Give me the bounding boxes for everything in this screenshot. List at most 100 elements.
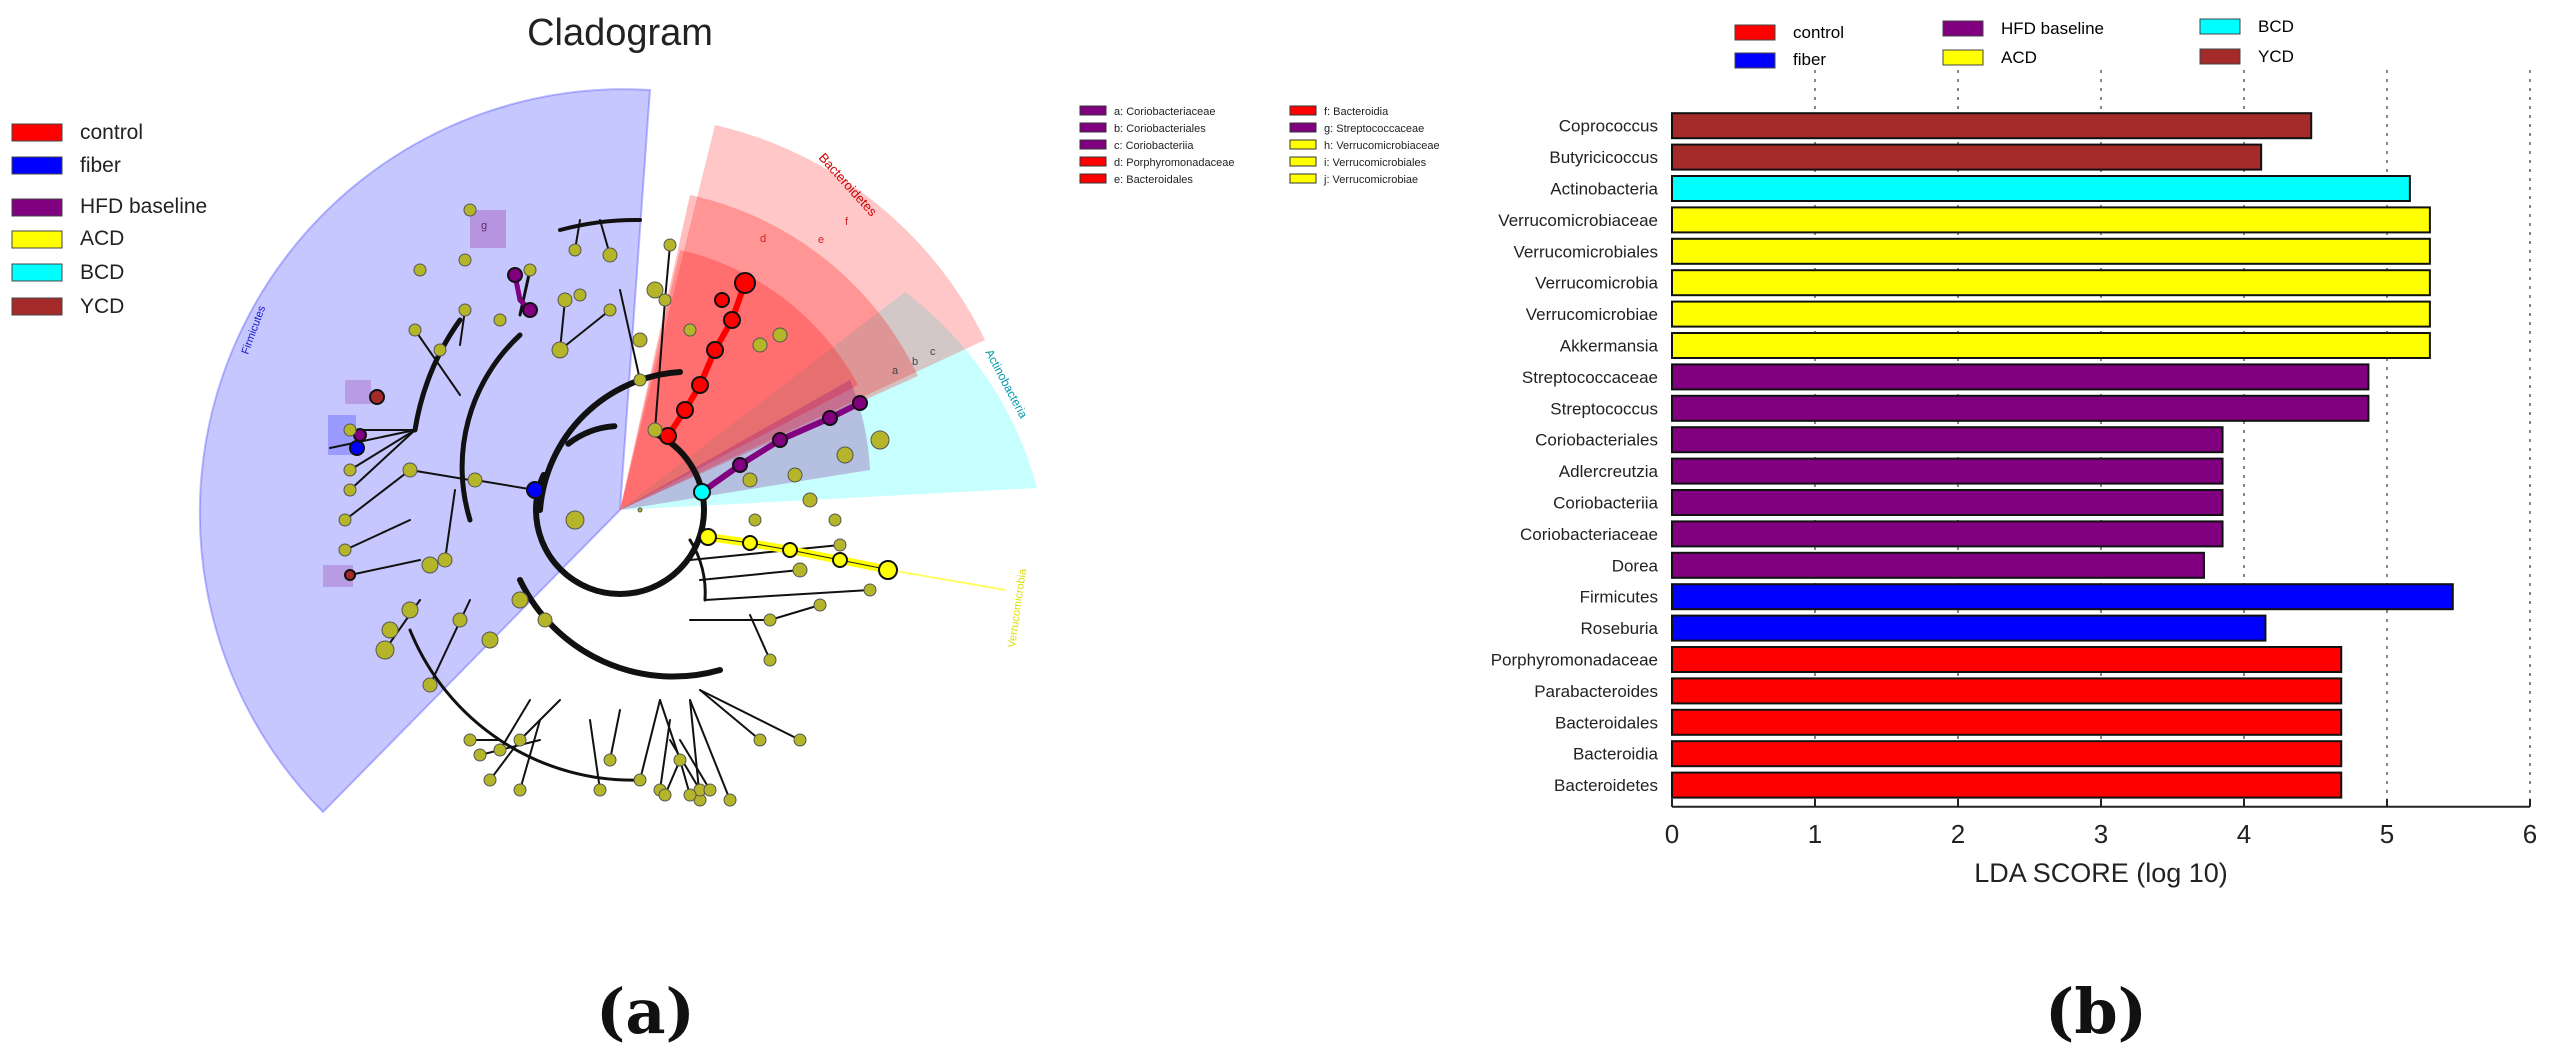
lda-category-label: Bacteroidia [1573, 745, 1659, 764]
streptococcaceae-highlight [470, 210, 506, 248]
lda-tick-label: 4 [2237, 819, 2251, 849]
lda-legend-label-acd: ACD [2001, 48, 2037, 67]
node-acd [782, 542, 798, 558]
lda-bar [1671, 143, 2263, 171]
lda-bar [1671, 614, 2267, 642]
node-fiber [349, 440, 365, 456]
key-swatch-d [1079, 156, 1107, 167]
lda-category-label: Streptococcaceae [1522, 368, 1658, 387]
lda-legend-swatch-bcd [2199, 18, 2241, 35]
taxon-key: a: Coriobacteriaceae b: Coriobacteriales… [1079, 105, 1440, 186]
lda-bar [1671, 646, 2343, 673]
node-control [734, 272, 756, 294]
lda-tick-label: 3 [2094, 819, 2108, 849]
lda-category-label: Coriobacteriaceae [1520, 525, 1658, 544]
lda-x-ticks: 0 1 2 3 4 5 6 [1665, 798, 2537, 849]
lda-category-label: Butyricicoccus [1549, 148, 1658, 167]
legend-swatch-control [11, 123, 63, 142]
bacteroidetes-inner-sector [620, 195, 918, 510]
firmicutes-sector [198, 88, 652, 814]
key-label-a: a: Coriobacteriaceae [1114, 106, 1216, 118]
node-fiber [526, 481, 544, 499]
lda-bars [1671, 112, 2454, 799]
sector-letter-f: f [845, 216, 849, 228]
lda-bar [1671, 457, 2224, 485]
sector-letter-c: c [930, 346, 936, 358]
key-label-d: d: Porphyromonadaceae [1114, 157, 1234, 169]
lda-category-label: Akkermansia [1560, 337, 1659, 356]
node-hfd [522, 302, 538, 318]
key-swatch-a [1079, 105, 1107, 116]
lda-category-label: Actinobacteria [1550, 180, 1658, 199]
group-legend: control fiber HFD baseline ACD BCD YCD [11, 121, 207, 318]
lda-bar [1671, 363, 2370, 391]
node-hfd [507, 267, 523, 283]
lda-category-label: Firmicutes [1580, 588, 1658, 607]
key-label-j: j: Verrucomicrobiae [1323, 174, 1418, 186]
lda-bar [1671, 300, 2431, 328]
node-control [691, 376, 709, 394]
sector-letter-e: e [818, 234, 824, 246]
legend-swatch-hfd [11, 198, 63, 217]
actinobacteria-sector [620, 292, 1037, 510]
sector-letter-b: b [912, 356, 918, 368]
lda-tick-label: 5 [2380, 819, 2394, 849]
node-hfd [772, 432, 788, 448]
node-ycd [344, 569, 356, 581]
lda-bar [1671, 175, 2411, 202]
lda-category-label: Coriobacteriales [1535, 431, 1658, 450]
lda-bar [1671, 771, 2343, 799]
lda-bar [1671, 740, 2343, 768]
lda-category-label: Bacteroidetes [1554, 776, 1658, 795]
key-swatch-c [1079, 139, 1107, 150]
lda-bar [1671, 551, 2205, 579]
lda-legend-label-control: control [1793, 23, 1844, 42]
node-acd [832, 552, 848, 568]
lda-bar [1671, 394, 2370, 422]
lda-x-axis-label: LDA SCORE (log 10) [1974, 858, 2228, 888]
panel-a-label: (a) [596, 975, 695, 1048]
lda-bar [1671, 426, 2224, 454]
node-control [714, 292, 730, 308]
lda-category-labels: Coprococcus Butyricicoccus Actinobacteria V… [1491, 117, 1659, 795]
node-ycd [369, 389, 385, 405]
key-label-e: e: Bacteroidales [1114, 174, 1193, 186]
sector-letter-g: g [481, 220, 487, 232]
node-control [659, 427, 677, 445]
sector-letter-a: a [892, 365, 899, 377]
lda-bar [1671, 583, 2454, 611]
lda-legend-label-ycd: YCD [2258, 47, 2294, 66]
legend-swatch-acd [11, 230, 63, 249]
lda-category-label: Bacteroidales [1555, 713, 1658, 732]
lda-tick-label: 2 [1951, 819, 1965, 849]
legend-label-fiber: fiber [80, 154, 121, 177]
legend-label-ycd: YCD [80, 295, 124, 318]
sector-letter-d: d [760, 233, 766, 245]
lda-category-label: Roseburia [1581, 619, 1659, 638]
key-swatch-e [1079, 173, 1107, 184]
lda-chart-panel: control fiber HFD baseline ACD BCD YCD C… [1491, 17, 2538, 888]
lda-category-label: Adlercreutzia [1559, 462, 1659, 481]
key-label-f: f: Bacteroidia [1324, 106, 1389, 118]
key-swatch-h [1289, 139, 1317, 150]
key-label-g: g: Streptococcaceae [1324, 123, 1424, 135]
node-control [676, 401, 694, 419]
node-acd [699, 528, 717, 546]
lda-tick-label: 6 [2523, 819, 2537, 849]
plain-nodes [338, 203, 890, 807]
key-swatch-j [1289, 173, 1317, 184]
lda-legend-swatch-ycd [2199, 48, 2241, 65]
node-acd [878, 560, 898, 580]
lda-legend-swatch-acd [1942, 49, 1984, 66]
panel-b-label: (b) [2045, 975, 2148, 1048]
lda-category-label: Verrucomicrobia [1535, 274, 1658, 293]
lda-category-label: Coprococcus [1559, 117, 1658, 136]
lda-bar [1671, 206, 2431, 234]
lda-bar [1671, 677, 2343, 705]
lda-legend: control fiber HFD baseline ACD BCD YCD [1734, 17, 2294, 69]
key-label-i: i: Verrucomicrobiales [1324, 157, 1427, 169]
lda-category-label: Verrucomicrobiales [1513, 242, 1658, 261]
lda-tick-label: 0 [1665, 819, 1679, 849]
legend-label-control: control [80, 121, 143, 144]
